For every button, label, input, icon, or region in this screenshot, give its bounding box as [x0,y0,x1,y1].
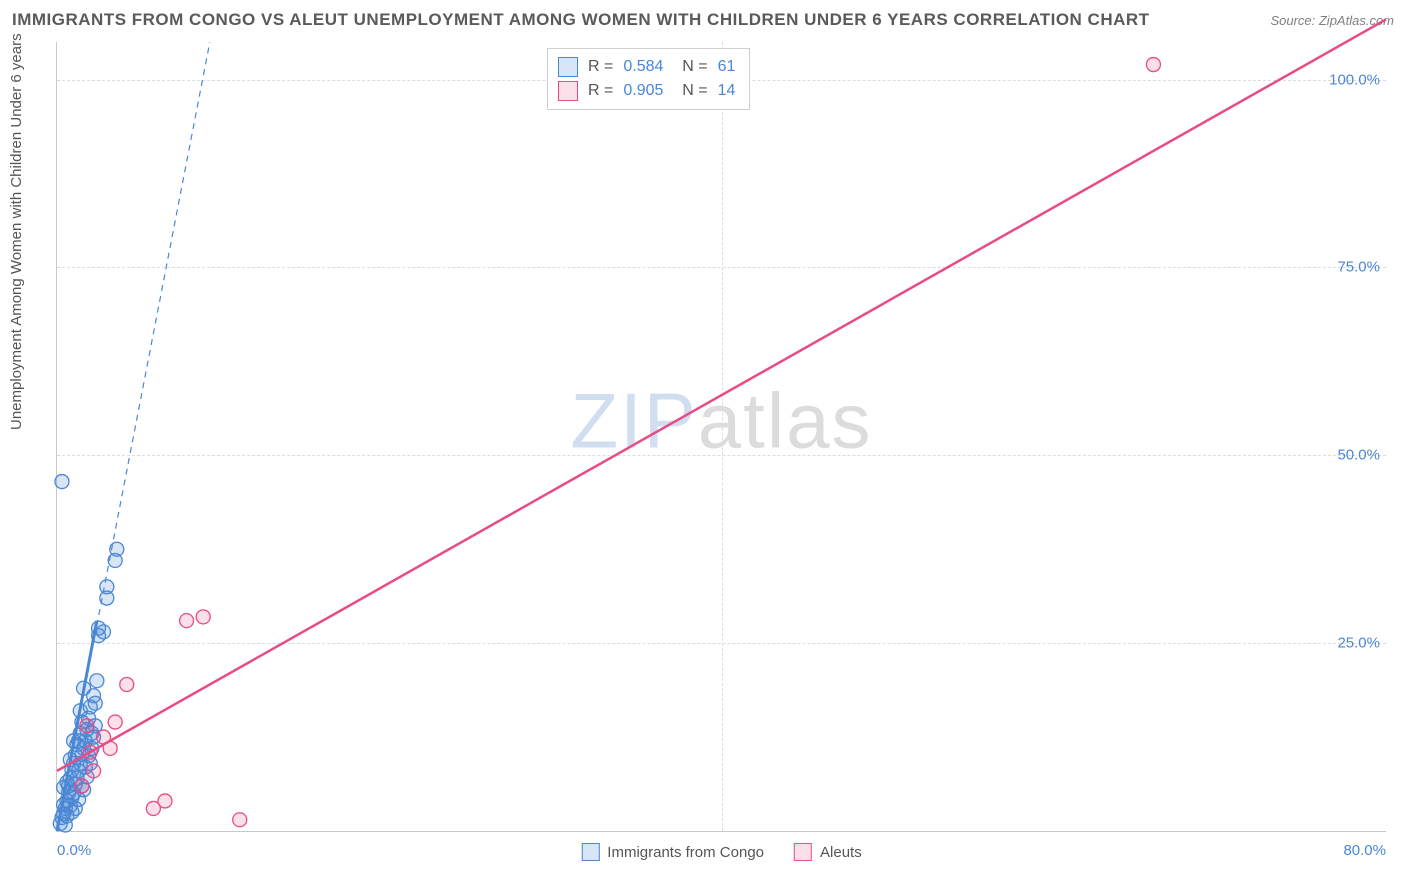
legend-item-aleuts: Aleuts [794,843,862,861]
series-legend: Immigrants from Congo Aleuts [573,843,869,861]
y-tick-label: 75.0% [1337,259,1380,276]
legend-r-label: R = [588,82,613,100]
swatch-congo [558,57,578,77]
legend-row-congo: R = 0.584 N = 61 [558,55,735,79]
legend-item-congo: Immigrants from Congo [581,843,764,861]
legend-aleuts-r: 0.905 [623,82,663,100]
chart-svg [57,42,1386,831]
y-tick-label: 100.0% [1329,71,1380,88]
legend-congo-name: Immigrants from Congo [607,844,764,861]
legend-aleuts-n: 14 [718,82,736,100]
y-tick-label: 25.0% [1337,635,1380,652]
y-tick-label: 50.0% [1337,447,1380,464]
legend-n-label: N = [673,58,707,76]
legend-congo-n: 61 [718,58,736,76]
legend-r-label: R = [588,58,613,76]
x-tick-label: 0.0% [57,842,91,859]
correlation-legend: R = 0.584 N = 61 R = 0.905 N = 14 [547,48,750,110]
legend-n-label: N = [673,82,707,100]
legend-row-aleuts: R = 0.905 N = 14 [558,79,735,103]
chart-title: IMMIGRANTS FROM CONGO VS ALEUT UNEMPLOYM… [12,10,1150,30]
swatch-aleuts-icon [794,843,812,861]
legend-aleuts-name: Aleuts [820,844,862,861]
swatch-congo-icon [581,843,599,861]
swatch-aleuts [558,81,578,101]
plot-area: ZIPatlas R = 0.584 N = 61 R = 0.905 N = … [56,42,1386,832]
x-tick-label: 80.0% [1343,842,1386,859]
legend-congo-r: 0.584 [623,58,663,76]
y-axis-label: Unemployment Among Women with Children U… [8,33,25,430]
